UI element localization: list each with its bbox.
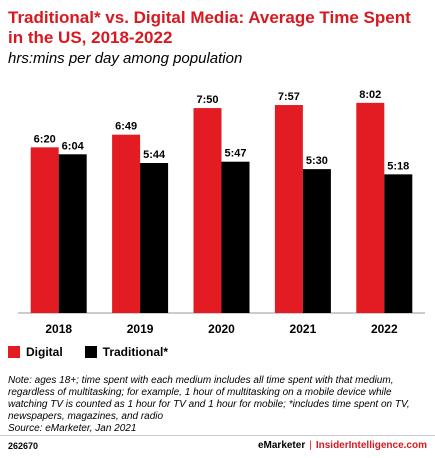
data-label-traditional-2021: 5:30	[306, 155, 328, 167]
bar-digital-2019	[112, 134, 141, 313]
bar-chart: 6:20 6:04 2018 6:49 5:44 2019 7:50 5:47 2020 7:57…	[18, 89, 425, 336]
bar-traditional-2021	[302, 169, 331, 313]
data-label-digital-2019: 6:49	[115, 121, 137, 133]
footer-branding: eMarketer | InsiderIntelligence.com	[258, 440, 427, 451]
x-tick-label-2020: 2020	[208, 322, 235, 336]
chart-note: Note: ages 18+; time spent with each med…	[8, 375, 410, 422]
chart-subtitle: hrs:mins per day among population	[8, 50, 243, 67]
bar-traditional-2020	[221, 161, 250, 313]
chart-title: Traditional* vs. Digital Media: Average …	[8, 8, 411, 47]
brand-separator: |	[309, 440, 312, 451]
x-tick-label-2019: 2019	[127, 322, 154, 336]
legend-swatch-traditional	[84, 346, 97, 358]
data-label-digital-2020: 7:50	[196, 94, 218, 106]
data-label-digital-2018: 6:20	[34, 133, 56, 145]
legend-label-digital: Digital	[26, 345, 63, 359]
x-tick-label-2021: 2021	[290, 322, 317, 336]
legend-item-traditional: Traditional*	[84, 345, 169, 359]
data-label-traditional-2019: 5:44	[143, 149, 166, 161]
bar-traditional-2019	[140, 163, 169, 313]
chart-id: 262670	[8, 441, 39, 451]
legend-swatch-digital	[8, 346, 20, 358]
data-label-traditional-2018: 6:04	[62, 140, 85, 152]
bar-digital-2021	[274, 105, 303, 313]
data-label-digital-2021: 7:57	[278, 91, 300, 103]
bar-digital-2020	[193, 108, 222, 313]
brand-site: InsiderIntelligence.com	[315, 440, 427, 451]
data-label-digital-2022: 8:02	[359, 89, 381, 101]
x-tick-label-2018: 2018	[45, 322, 72, 336]
bar-digital-2018	[30, 147, 59, 313]
bar-traditional-2018	[58, 154, 87, 313]
bar-digital-2022	[356, 102, 385, 314]
chart-legend: Digital Traditional*	[8, 345, 190, 359]
brand-name: eMarketer	[257, 440, 306, 451]
data-label-traditional-2020: 5:47	[224, 148, 246, 160]
chart-source: Source: eMarketer, Jan 2021	[8, 423, 137, 434]
legend-item-digital: Digital	[8, 345, 63, 359]
footer-divider	[0, 435, 435, 436]
legend-label-traditional: Traditional*	[102, 345, 169, 359]
data-label-traditional-2022: 5:18	[387, 160, 409, 172]
chart-note-block: Note: ages 18+; time spent with each med…	[8, 375, 428, 435]
x-tick-label-2022: 2022	[371, 322, 398, 336]
bar-traditional-2022	[384, 174, 413, 313]
